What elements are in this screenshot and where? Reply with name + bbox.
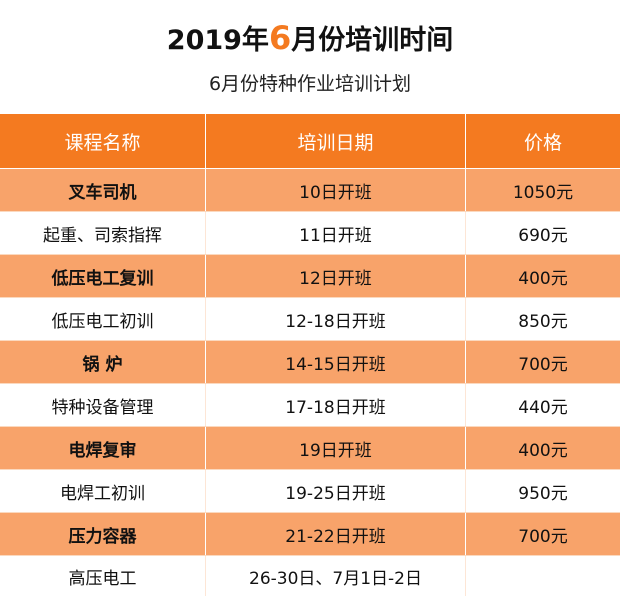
- training-date-cell: 10日开班: [206, 169, 466, 211]
- course-name-cell: 压力容器: [0, 513, 206, 555]
- page-subtitle: 6月份特种作业培训计划: [208, 73, 412, 95]
- price-cell: [466, 556, 620, 596]
- header-price: 价格: [523, 131, 562, 154]
- table-row: 电焊复审 19日开班 400元: [0, 427, 620, 470]
- price-cell: 1050元: [512, 182, 574, 203]
- table-row: 低压电工复训 12日开班 400元: [0, 255, 620, 298]
- training-date-cell: 17-18日开班: [206, 384, 466, 426]
- course-name-cell: 特种设备管理: [0, 384, 206, 426]
- table-row: 高压电工 26-30日、7月1日-2日: [0, 556, 620, 596]
- price-cell: 400元: [518, 268, 568, 289]
- table-row: 低压电工初训 12-18日开班 850元: [0, 298, 620, 341]
- course-name-cell: 起重、司索指挥: [0, 212, 206, 254]
- course-name-cell: 低压电工复训: [0, 255, 206, 297]
- table-row: 特种设备管理 17-18日开班 440元: [0, 384, 620, 427]
- training-date-cell: 12-18日开班: [206, 298, 466, 340]
- table-row: 叉车司机 10日开班 1050元: [0, 169, 620, 212]
- course-name-cell: 低压电工初训: [0, 298, 206, 340]
- course-name-cell: 叉车司机: [0, 169, 206, 211]
- training-date-cell: 26-30日、7月1日-2日: [206, 556, 466, 596]
- price-cell: 700元: [518, 526, 568, 547]
- page-title: 2019年6月份培训时间: [0, 18, 620, 61]
- course-name-cell: 电焊复审: [0, 427, 206, 469]
- course-name-cell: 电焊工初训: [0, 470, 206, 512]
- training-date-cell: 11日开班: [206, 212, 466, 254]
- header-course-name: 课程名称: [0, 114, 206, 168]
- training-date-cell: 21-22日开班: [206, 513, 466, 555]
- training-date-cell: 12日开班: [206, 255, 466, 297]
- table-row: 电焊工初训 19-25日开班 950元: [0, 470, 620, 513]
- table-row: 锅 炉 14-15日开班 700元: [0, 341, 620, 384]
- price-cell: 700元: [518, 354, 568, 375]
- price-cell: 850元: [518, 311, 568, 332]
- title-year: 2019年: [166, 25, 269, 56]
- price-cell: 440元: [518, 397, 568, 418]
- training-date-cell: 19-25日开班: [206, 470, 466, 512]
- training-date-cell: 19日开班: [206, 427, 466, 469]
- price-cell: 400元: [518, 440, 568, 461]
- header-training-date: 培训日期: [206, 114, 466, 168]
- table-row: 压力容器 21-22日开班 700元: [0, 513, 620, 556]
- table-row: 起重、司索指挥 11日开班 690元: [0, 212, 620, 255]
- training-date-cell: 14-15日开班: [206, 341, 466, 383]
- price-cell: 690元: [518, 225, 568, 246]
- title-rest: 月份培训时间: [291, 25, 454, 56]
- table-header-row: 课程名称 培训日期 价格: [0, 114, 620, 169]
- title-month-highlight: 6: [268, 19, 292, 57]
- course-name-cell: 锅 炉: [0, 341, 206, 383]
- course-name-cell: 高压电工: [0, 556, 206, 596]
- training-schedule-table: 课程名称 培训日期 价格 叉车司机 10日开班 1050元 起重、司索指挥 11…: [0, 114, 620, 596]
- price-cell: 950元: [518, 483, 568, 504]
